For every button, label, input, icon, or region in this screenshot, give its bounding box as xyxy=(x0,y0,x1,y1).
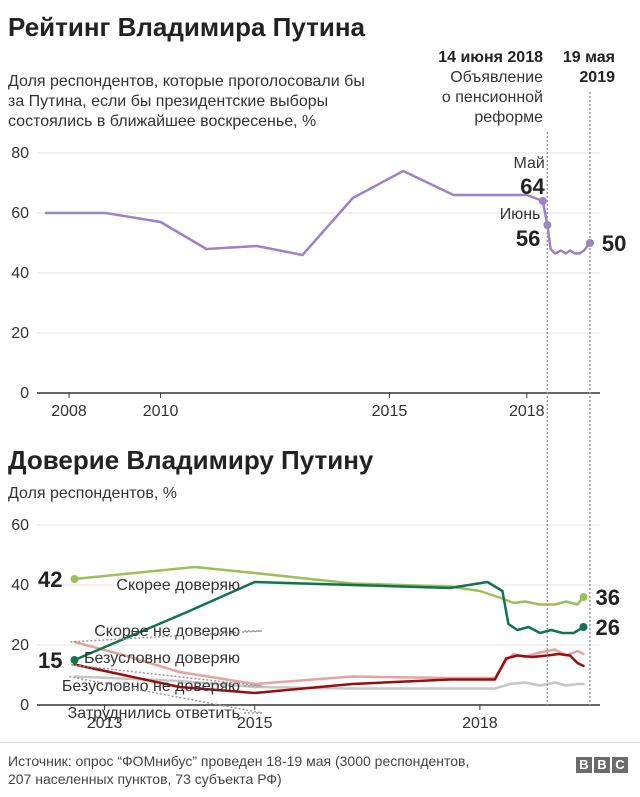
rating-chart-y-tick-label: 60 xyxy=(11,205,29,222)
event-pension-reform-date: 14 июня 2018 xyxy=(438,49,543,66)
rating-chart-y-tick-label: 20 xyxy=(11,325,29,342)
footer-divider xyxy=(0,742,640,743)
trust-chart-x-tick-label: 2018 xyxy=(462,715,498,732)
definitely-trust-end-point xyxy=(579,623,588,631)
value-june: 56 xyxy=(516,226,540,251)
bbc-logo-letter: B xyxy=(594,757,610,773)
probably-trust-start-point xyxy=(70,575,79,583)
event-pension-reform: 14 июня 2018 Объявление о пенсионной реф… xyxy=(438,48,543,128)
value-probably-trust-start: 42 xyxy=(38,567,62,592)
rating-line xyxy=(44,169,592,257)
definitely-trust-start-point xyxy=(70,656,79,664)
rating-chart-x-tick-label: 2008 xyxy=(51,403,87,420)
bbc-logo-letter: C xyxy=(612,757,628,773)
series-leader-undecided xyxy=(68,675,263,714)
definitely-trust-line xyxy=(73,580,585,662)
rating-chart-y-tick-label: 0 xyxy=(20,385,29,402)
value-definitely-trust-start: 15 xyxy=(38,648,62,673)
definitely-not-trust-line xyxy=(73,652,585,695)
trust-chart-x-tick-label: 2013 xyxy=(87,715,123,732)
chart2-subtitle: Доля респондентов, % xyxy=(8,485,177,502)
series-label-probably-trust: Скорее доверяю xyxy=(116,577,240,594)
rating-chart-x-tick-label: 2015 xyxy=(372,403,408,420)
source-note: Источник: опрос “ФОМнибус” проведен 18-1… xyxy=(8,752,469,788)
series-label-undecided: Затруднились ответить xyxy=(68,705,240,722)
event-pension-reform-text: о пенсионной xyxy=(441,89,543,106)
event-pension-reform-text: Объявление xyxy=(450,69,543,86)
value-may: 64 xyxy=(520,174,545,199)
trust-chart-y-tick-label: 0 xyxy=(20,697,29,714)
rating-point-last xyxy=(585,239,594,247)
chart1-subtitle-line: за Путина, если бы президентские выборы xyxy=(8,93,329,110)
source-line: 207 населенных пунктов, 73 субъекта РФ) xyxy=(8,771,282,787)
value-probably-trust-end: 36 xyxy=(595,585,619,610)
undecided-line xyxy=(73,675,585,690)
series-label-definitely-not-trust: Безусловно не доверяю xyxy=(62,678,240,695)
rating-chart-x-tick-label: 2018 xyxy=(509,403,545,420)
trust-chart-y-tick-label: 60 xyxy=(11,517,29,534)
trust-chart-x-tick-label: 2015 xyxy=(237,715,273,732)
event-survey-date-line: 19 мая xyxy=(562,49,615,66)
chart2-title: Доверие Владимиру Путину xyxy=(8,445,374,475)
label-may: Май xyxy=(513,155,544,172)
bbc-logo: B B C xyxy=(576,757,628,773)
rating-chart-x-tick-label: 2010 xyxy=(143,403,179,420)
series-label-definitely-trust: Безусловно доверяю xyxy=(84,650,240,667)
series-leader-definitely-not-trust xyxy=(68,663,263,687)
event-survey-date-line: 2019 xyxy=(579,69,615,86)
rating-chart-y-tick-label: 80 xyxy=(11,145,29,162)
rating-chart-y-tick-label: 40 xyxy=(11,265,29,282)
rating-point-may xyxy=(538,197,547,205)
chart1-subtitle: Доля респондентов, которые проголосовали… xyxy=(8,72,365,132)
event-survey-date: 19 мая 2019 xyxy=(563,48,615,88)
trust-chart-y-tick-label: 20 xyxy=(11,637,29,654)
trust-chart-y-tick-label: 40 xyxy=(11,577,29,594)
source-line: Источник: опрос “ФОМнибус” проведен 18-1… xyxy=(8,753,470,769)
trust-chart: 0 20 40 60 2013 2015 2018 42 15 36 26 Скорее доверя… xyxy=(11,517,620,732)
bbc-logo-letter: B xyxy=(576,757,592,773)
probably-trust-end-point xyxy=(579,593,588,601)
event-pension-reform-text: реформе xyxy=(474,109,543,126)
chart1-title: Рейтинг Владимира Путина xyxy=(8,12,365,42)
value-last: 50 xyxy=(602,231,626,256)
probably-trust-line xyxy=(73,565,585,606)
chart1-subtitle-line: Доля респондентов, которые проголосовали… xyxy=(8,73,365,90)
rating-chart: 0 20 40 60 80 2008 2010 2015 2018 Май 64 Июнь 56 50 xyxy=(11,145,626,420)
chart1-subtitle-line: состоялись в ближайшее воскресенье, % xyxy=(8,113,317,130)
event-markers xyxy=(546,92,591,705)
label-june: Июнь xyxy=(500,206,541,223)
series-label-probably-not-trust: Скорее не доверяю xyxy=(94,623,240,640)
value-definitely-trust-end: 26 xyxy=(595,615,619,640)
series-leader-probably-not-trust xyxy=(68,630,263,643)
